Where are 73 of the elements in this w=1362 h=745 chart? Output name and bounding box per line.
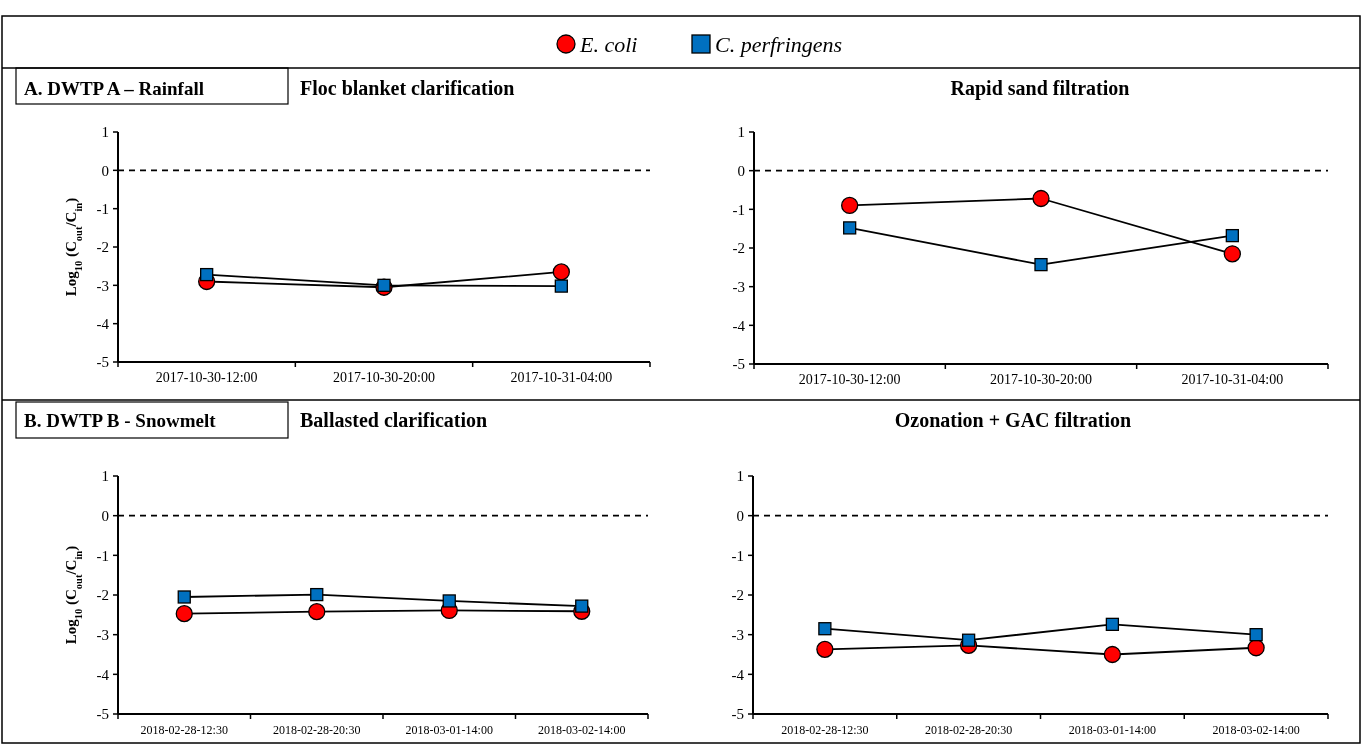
point [442, 594, 456, 608]
y-tick-label: 0 [101, 162, 109, 179]
point [308, 603, 326, 621]
y-tick-label: -3 [732, 278, 745, 295]
y-tick-label: -2 [731, 587, 744, 604]
y-tick-label: 1 [101, 468, 109, 485]
x-tick-label: 2018-02-28-20:30 [273, 723, 361, 737]
point [1223, 245, 1241, 263]
point [200, 267, 214, 282]
y-tick-label: -4 [731, 666, 745, 683]
point [961, 633, 976, 647]
point [175, 604, 193, 623]
point [816, 640, 834, 658]
point [1225, 228, 1239, 243]
y-tick-label: -1 [96, 547, 109, 564]
y-tick-label: -5 [732, 356, 745, 373]
y-tick-label: -1 [731, 547, 744, 564]
point [575, 599, 589, 613]
x-tick-label: 2018-03-01-14:00 [405, 723, 493, 737]
y-tick-label: -1 [96, 200, 109, 217]
y-tick-label: -3 [96, 277, 109, 294]
point [377, 278, 391, 292]
x-tick-label: 2017-10-31-04:00 [1181, 372, 1284, 387]
point [1034, 257, 1048, 272]
y-tick-label: 1 [737, 124, 745, 141]
legend-label: C. perfringens [715, 31, 843, 57]
x-tick-label: 2018-03-02-14:00 [1212, 723, 1300, 737]
x-tick-label: 2017-10-30-20:00 [333, 370, 435, 385]
y-tick-label: -3 [731, 626, 744, 643]
y-tick-label: -5 [96, 706, 109, 723]
x-tick-label: 2018-02-28-20:30 [924, 723, 1013, 737]
y-tick-label: 1 [736, 468, 744, 485]
x-tick-label: 2017-10-30-12:00 [798, 372, 901, 387]
y-tick-label: -1 [732, 201, 745, 218]
y-tick-label: 1 [101, 124, 109, 141]
y-tick-label: -3 [96, 626, 109, 643]
y-tick-label: -5 [96, 354, 109, 371]
point [1103, 645, 1122, 664]
x-tick-label: 2017-10-30-20:00 [990, 372, 1092, 387]
chart-subtitle: B. DWTP B - Snowmelt [24, 409, 217, 431]
y-tick-label: -5 [731, 706, 744, 723]
chart-title: Floc blanket clarification [300, 77, 515, 99]
x-tick-label: 2017-10-31-04:00 [510, 370, 613, 385]
y-tick-label: -4 [96, 666, 110, 683]
y-tick-label: -4 [96, 315, 110, 332]
legend-label: E. coli [579, 31, 638, 57]
point [843, 221, 857, 235]
point [552, 263, 570, 281]
y-tick-label: -2 [96, 239, 109, 256]
chart-title: Ballasted clarification [300, 409, 488, 431]
point [841, 196, 859, 215]
point [554, 279, 568, 293]
point [818, 622, 832, 636]
chart-title: Ozonation + GAC filtration [894, 409, 1132, 431]
y-tick-label: -2 [732, 240, 745, 257]
chart-subtitle: A. DWTP A – Rainfall [24, 77, 204, 99]
x-tick-label: 2018-03-02-14:00 [538, 723, 626, 737]
y-tick-label: -4 [732, 317, 746, 334]
point [1105, 617, 1120, 631]
x-tick-label: 2018-02-28-12:30 [781, 723, 869, 737]
chart-title: Rapid sand filtration [950, 77, 1130, 100]
point [1249, 628, 1263, 642]
y-tick-label: 0 [101, 507, 109, 524]
y-tick-label: 0 [736, 507, 744, 524]
point [1032, 189, 1050, 208]
x-tick-label: 2018-03-01-14:00 [1068, 723, 1157, 737]
y-tick-label: -2 [96, 587, 109, 604]
point [310, 587, 324, 602]
point [177, 590, 191, 604]
y-tick-label: 0 [737, 162, 745, 179]
point [1247, 639, 1265, 657]
x-tick-label: 2018-02-28-12:30 [140, 723, 228, 737]
x-tick-label: 2017-10-30-12:00 [155, 370, 258, 385]
